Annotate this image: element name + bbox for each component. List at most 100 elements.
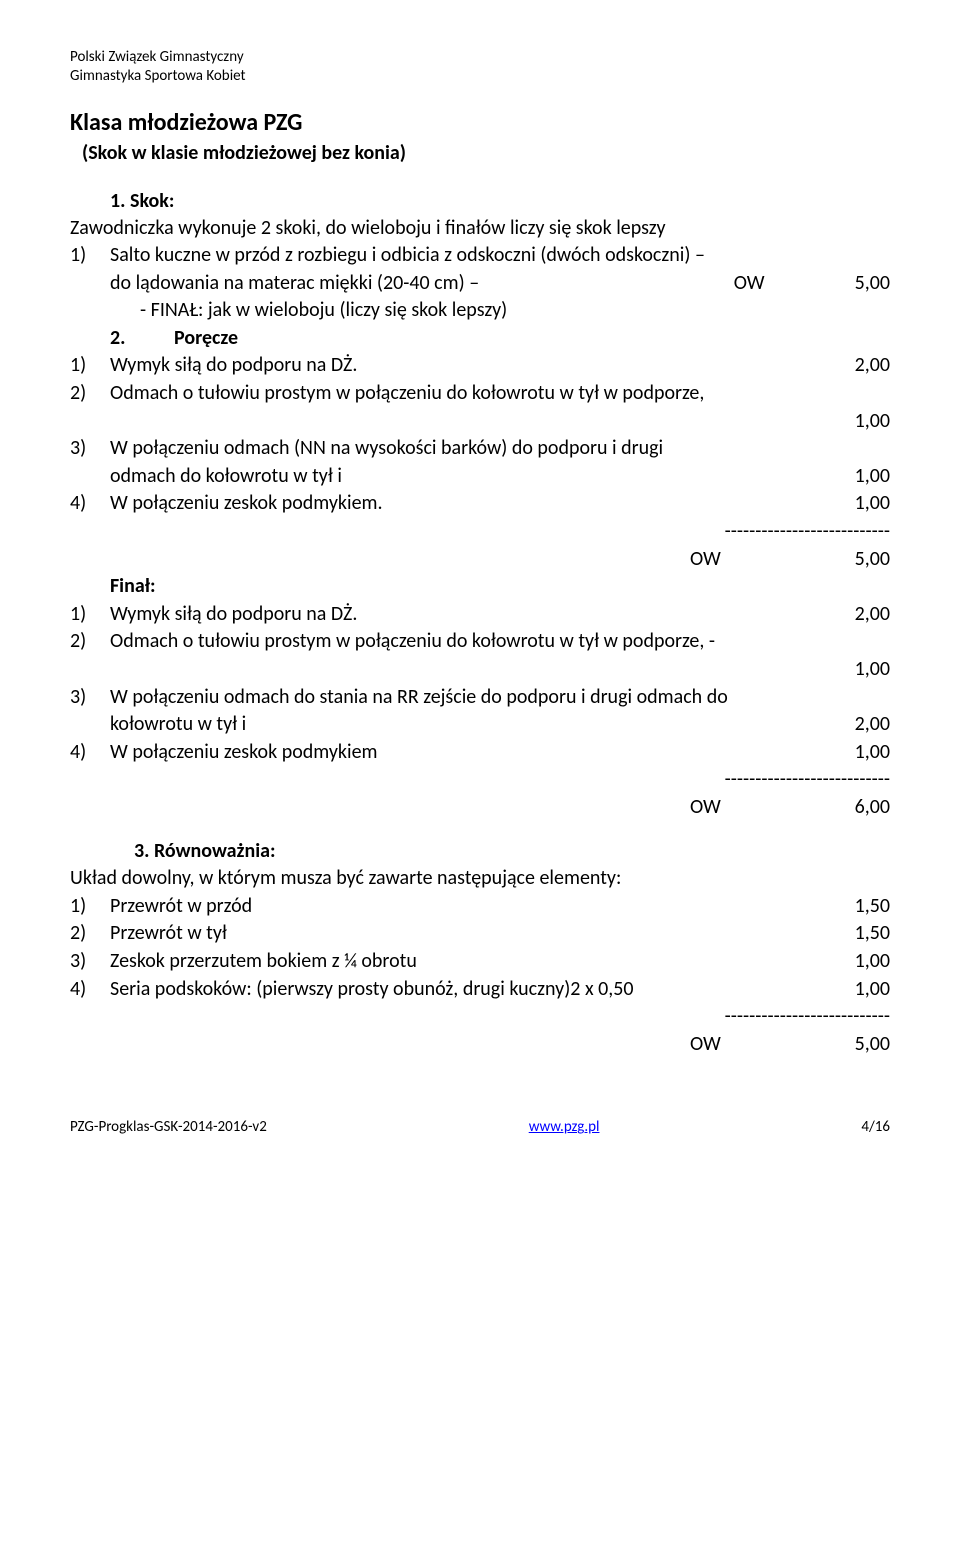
item-text: Wymyk siłą do podporu na DŻ.	[110, 353, 357, 377]
porecze-label: Poręcze	[174, 326, 238, 350]
header-line2: Gimnastyka Sportowa Kobiet	[70, 67, 890, 86]
item-body: Wymyk siłą do podporu na DŻ. 2,00	[110, 601, 890, 629]
porecze-item-1: 1) Wymyk siłą do podporu na DŻ. 2,00	[70, 352, 890, 380]
skok-final-line: - FINAŁ: jak w wieloboju (liczy się skok…	[110, 297, 890, 325]
rownowaznia-item-1: 1) Przewrót w przód 1,50	[70, 893, 890, 921]
item-body: W połączeniu zeskok podmykiem 1,00	[110, 739, 890, 767]
item-text: W połączeniu odmach do stania na RR zejś…	[110, 685, 728, 709]
item-number: 4)	[70, 739, 110, 767]
item-number: 3)	[70, 435, 110, 463]
item-val: 1,00	[855, 739, 890, 767]
footer-right: 4/16	[861, 1118, 890, 1136]
rownowaznia-item-4: 4) Seria podskoków: (pierwszy prosty obu…	[70, 976, 890, 1004]
porecze-final-item-2-val: 1,00	[70, 656, 890, 684]
section-porecze-heading: 2.Poręcze	[70, 325, 890, 353]
porecze-ow2-row: OW 6,00	[70, 794, 890, 822]
skok-item-1: 1) Salto kuczne w przód z rozbiegu i odb…	[70, 242, 890, 325]
skok-ow-label: OW	[734, 270, 765, 298]
header-line1: Polski Związek Gimnastyczny	[70, 48, 890, 67]
dashes-line: ---------------------------	[70, 518, 890, 546]
dashes-line-3: ---------------------------	[70, 1003, 890, 1031]
item-text: Przewrót w przód	[110, 894, 252, 918]
item-val: 1,50	[855, 920, 890, 948]
item-number: 2)	[70, 380, 110, 408]
item-body: Seria podskoków: (pierwszy prosty obunóż…	[110, 976, 890, 1004]
item-text: Odmach o tułowiu prostym w połączeniu do…	[110, 381, 704, 405]
skok-item1-line2: do lądowania na materac miękki (20-40 cm…	[110, 270, 890, 298]
porecze-item-2: 2) Odmach o tułowiu prostym w połączeniu…	[70, 380, 890, 408]
item-number: 3)	[70, 948, 110, 976]
porecze-final-item-4: 4) W połączeniu zeskok podmykiem 1,00	[70, 739, 890, 767]
item-val: 2,00	[855, 711, 890, 739]
item-number: 1)	[70, 242, 110, 325]
item-body: Zeskok przerzutem bokiem z ¼ obrotu 1,00	[110, 948, 890, 976]
item-body: Przewrót w tył 1,50	[110, 920, 890, 948]
ow-val: 6,00	[830, 794, 890, 822]
doc-header: Polski Związek Gimnastyczny Gimnastyka S…	[70, 48, 890, 86]
porecze-final-item-3-cont: kołowrotu w tył i 2,00	[70, 711, 890, 739]
item-number: 1)	[70, 893, 110, 921]
footer-link[interactable]: www.pzg.pl	[529, 1118, 600, 1136]
ow-label: OW	[690, 546, 830, 574]
item-body: W połączeniu odmach do stania na RR zejś…	[110, 684, 890, 712]
rownowaznia-item-3: 3) Zeskok przerzutem bokiem z ¼ obrotu 1…	[70, 948, 890, 976]
porecze-item-2-val: 1,00	[70, 408, 890, 436]
item-body: Odmach o tułowiu prostym w połączeniu do…	[110, 628, 890, 656]
item-val: 1,00	[855, 657, 890, 681]
skok-item1-line2-text: do lądowania na materac miękki (20-40 cm…	[110, 271, 479, 295]
item-number: 4)	[70, 490, 110, 518]
skok-item1-line1: Salto kuczne w przód z rozbiegu i odbici…	[110, 242, 890, 270]
porecze-ow-row: OW 5,00	[70, 546, 890, 574]
porecze-final-item-1: 1) Wymyk siłą do podporu na DŻ. 2,00	[70, 601, 890, 629]
item-number: 2)	[70, 920, 110, 948]
item-cont: kołowrotu w tył i	[110, 712, 246, 736]
page-footer: PZG-Progklas-GSK-2014-2016-v2 www.pzg.pl…	[70, 1118, 890, 1136]
item-number: 3)	[70, 684, 110, 712]
rownowaznia-ow-row: OW 5,00	[70, 1031, 890, 1059]
ow-label: OW	[690, 1031, 830, 1059]
item-val: 1,50	[855, 893, 890, 921]
dashes-line-2: ---------------------------	[70, 766, 890, 794]
skok-ow-val: 5,00	[855, 270, 890, 298]
porecze-num: 2.	[110, 325, 174, 353]
item-body: Odmach o tułowiu prostym w połączeniu do…	[110, 380, 890, 408]
item-text: Zeskok przerzutem bokiem z ¼ obrotu	[110, 949, 417, 973]
item-text: Wymyk siłą do podporu na DŻ.	[110, 602, 357, 626]
porecze-item-4: 4) W połączeniu zeskok podmykiem. 1,00	[70, 490, 890, 518]
item-body: W połączeniu odmach (NN na wysokości bar…	[110, 435, 890, 463]
porecze-item-3-cont: odmach do kołowrotu w tył i 1,00	[70, 463, 890, 491]
item-text: W połączeniu odmach (NN na wysokości bar…	[110, 436, 663, 460]
item-val: 1,00	[855, 976, 890, 1004]
skok-intro: Zawodniczka wykonuje 2 skoki, do wielobo…	[70, 215, 890, 243]
item-body: W połączeniu zeskok podmykiem. 1,00	[110, 490, 890, 518]
rownowaznia-item-2: 2) Przewrót w tył 1,50	[70, 920, 890, 948]
item-cont: odmach do kołowrotu w tył i	[110, 464, 342, 488]
item-text: Seria podskoków: (pierwszy prosty obunóż…	[110, 977, 634, 1001]
item-number: 2)	[70, 628, 110, 656]
rownowaznia-intro: Układ dowolny, w którym musza być zawart…	[70, 865, 890, 893]
item-body: Przewrót w przód 1,50	[110, 893, 890, 921]
item-text: Odmach o tułowiu prostym w połączeniu do…	[110, 629, 715, 653]
page-title: Klasa młodzieżowa PZG	[70, 108, 890, 137]
item-val: 2,00	[855, 601, 890, 629]
item-number: 4)	[70, 976, 110, 1004]
ow-val: 5,00	[830, 1031, 890, 1059]
porecze-final-label: Finał:	[70, 573, 890, 601]
section-rownowaznia-heading: 3. Równoważnia:	[70, 838, 890, 866]
item-body: Wymyk siłą do podporu na DŻ. 2,00	[110, 352, 890, 380]
item-number: 1)	[70, 352, 110, 380]
item-val: 1,00	[855, 490, 890, 518]
footer-left: PZG-Progklas-GSK-2014-2016-v2	[70, 1118, 267, 1136]
porecze-item-3: 3) W połączeniu odmach (NN na wysokości …	[70, 435, 890, 463]
porecze-final-item-3: 3) W połączeniu odmach do stania na RR z…	[70, 684, 890, 712]
section-skok-heading: 1. Skok:	[110, 189, 890, 213]
item-text: W połączeniu zeskok podmykiem.	[110, 491, 383, 515]
page-subtitle: (Skok w klasie młodzieżowej bez konia)	[82, 141, 890, 165]
item-body: Salto kuczne w przód z rozbiegu i odbici…	[110, 242, 890, 325]
item-text: W połączeniu zeskok podmykiem	[110, 740, 378, 764]
item-val: 1,00	[855, 463, 890, 491]
item-text: Przewrót w tył	[110, 921, 227, 945]
item-val: 2,00	[855, 352, 890, 380]
ow-label: OW	[690, 794, 830, 822]
item-number: 1)	[70, 601, 110, 629]
